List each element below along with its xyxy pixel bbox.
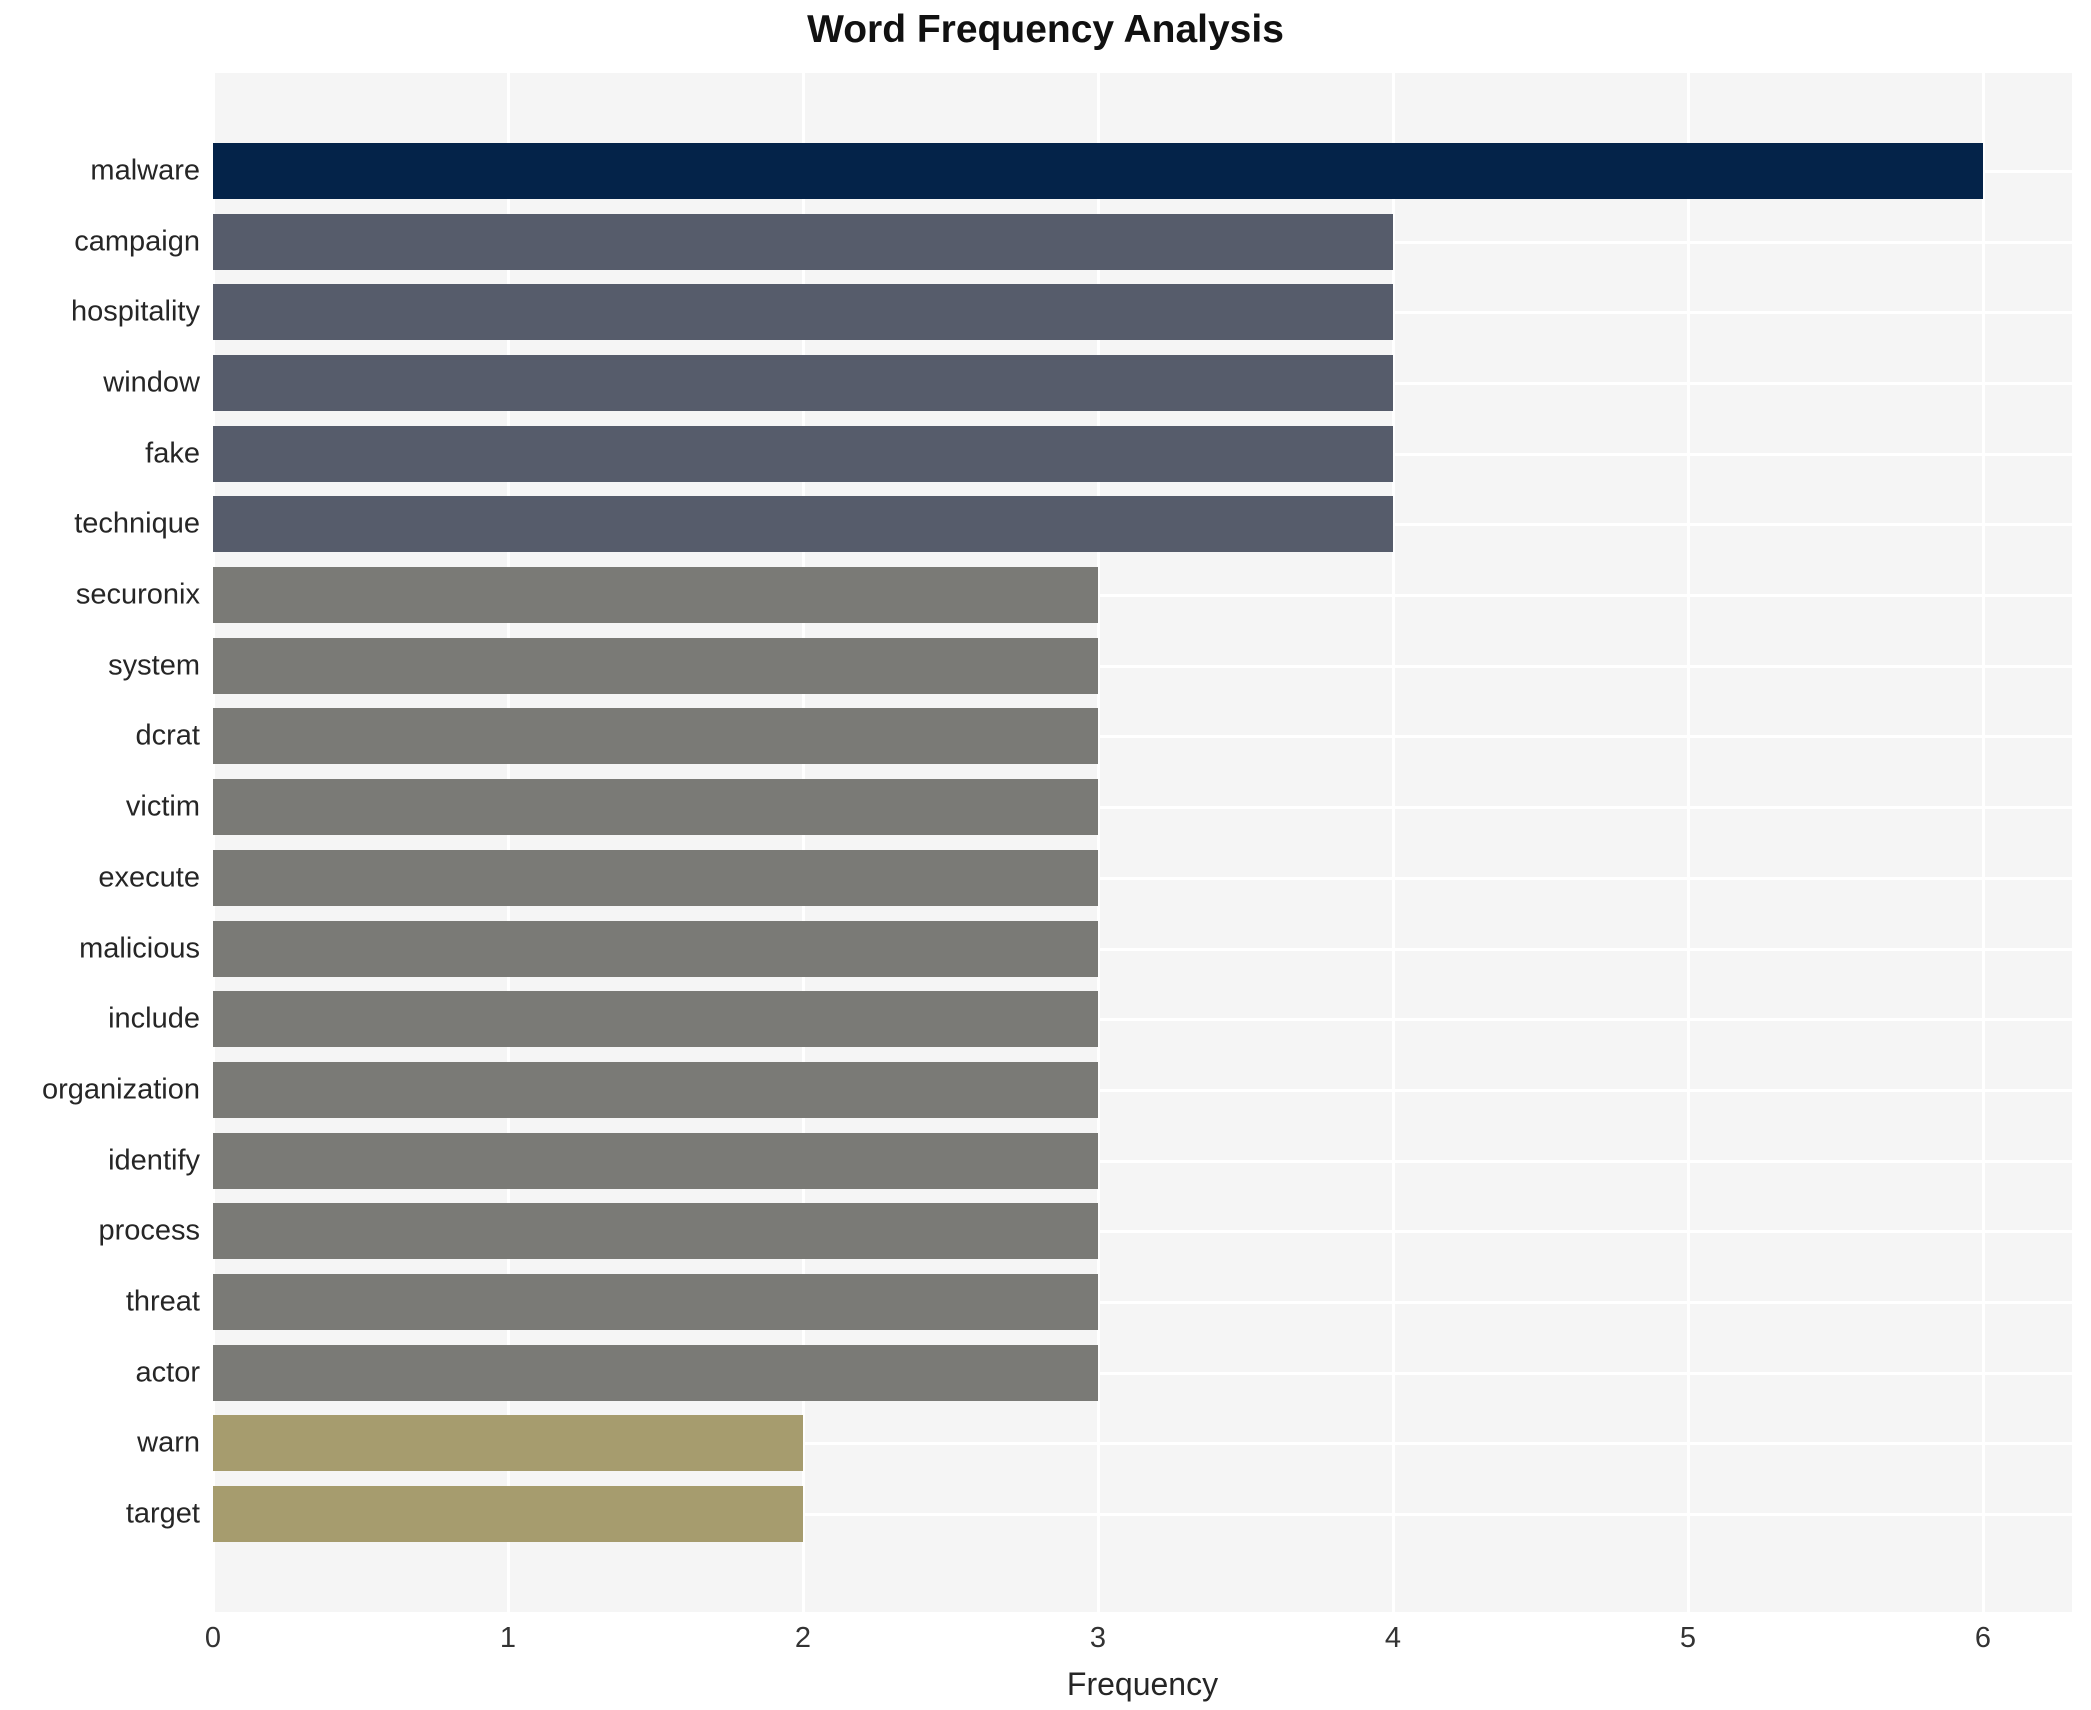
x-tick-label: 3 <box>1089 1622 1107 1654</box>
gridline-vertical <box>802 73 805 1612</box>
chart-title: Word Frequency Analysis <box>807 8 1284 51</box>
bar-identify <box>213 1132 1098 1189</box>
category-label-include: include <box>108 1002 200 1035</box>
gridline-horizontal <box>213 1442 2072 1446</box>
gridline-horizontal <box>213 1513 2072 1516</box>
x-tick-label: 5 <box>1679 1622 1697 1654</box>
gridline-vertical <box>1982 73 1985 1612</box>
category-label-fake: fake <box>145 437 200 470</box>
category-label-hospitality: hospitality <box>71 295 200 328</box>
gridline-horizontal <box>213 664 2072 668</box>
category-label-securonix: securonix <box>75 578 200 611</box>
gridline-horizontal <box>213 1230 2072 1234</box>
category-label-execute: execute <box>98 861 200 894</box>
category-label-identify: identify <box>108 1144 200 1177</box>
category-label-warn: warn <box>137 1426 200 1459</box>
category-label-dcrat: dcrat <box>135 719 200 752</box>
gridline-horizontal <box>213 1371 2072 1375</box>
category-label-campaign: campaign <box>74 225 200 258</box>
bar-securonix <box>213 567 1098 624</box>
gridline-vertical <box>212 73 215 1612</box>
plot-area <box>212 73 2072 1612</box>
x-tick-label: 1 <box>499 1622 517 1654</box>
category-label-victim: victim <box>125 790 200 823</box>
gridline-horizontal <box>213 1159 2072 1163</box>
bar-include <box>213 991 1098 1048</box>
bar-fake <box>213 425 1393 482</box>
bar-window <box>213 355 1393 412</box>
category-label-technique: technique <box>74 507 200 540</box>
category-label-organization: organization <box>42 1073 200 1106</box>
bar-organization <box>213 1061 1098 1118</box>
gridline-horizontal <box>213 876 2072 880</box>
gridline-vertical <box>1687 73 1690 1612</box>
bar-dcrat <box>213 708 1098 765</box>
gridline-horizontal <box>213 594 2072 598</box>
bar-process <box>213 1203 1098 1260</box>
gridline-vertical <box>507 73 510 1612</box>
bar-victim <box>213 779 1098 836</box>
gridline-vertical <box>1392 73 1395 1612</box>
category-label-system: system <box>108 649 200 682</box>
bar-malicious <box>213 920 1098 977</box>
bar-actor <box>213 1344 1098 1401</box>
gridline-horizontal <box>213 947 2072 951</box>
x-axis-title: Frequency <box>1066 1666 1219 1702</box>
bar-campaign <box>213 213 1393 270</box>
gridline-horizontal <box>213 806 2072 810</box>
x-tick-label: 2 <box>794 1622 812 1654</box>
category-label-window: window <box>103 366 200 399</box>
gridline-horizontal <box>213 1018 2072 1022</box>
bar-system <box>213 637 1098 694</box>
category-label-target: target <box>125 1497 200 1530</box>
x-tick-label: 6 <box>1974 1622 1992 1654</box>
bar-execute <box>213 849 1098 906</box>
x-tick-label: 0 <box>204 1622 222 1654</box>
x-tick-label: 4 <box>1384 1622 1402 1654</box>
category-label-threat: threat <box>125 1285 200 1318</box>
gridline-horizontal <box>213 1088 2072 1092</box>
category-label-process: process <box>98 1214 200 1247</box>
bar-hospitality <box>213 284 1393 341</box>
gridline-vertical <box>1097 73 1100 1612</box>
bar-threat <box>213 1273 1098 1330</box>
gridline-horizontal <box>213 735 2072 739</box>
bar-target <box>213 1486 803 1542</box>
category-label-actor: actor <box>135 1356 200 1389</box>
bar-warn <box>213 1415 803 1472</box>
bar-technique <box>213 496 1393 553</box>
category-label-malicious: malicious <box>79 932 200 965</box>
gridline-horizontal <box>213 1300 2072 1304</box>
bar-malware <box>213 143 1983 199</box>
category-label-malware: malware <box>90 154 200 187</box>
